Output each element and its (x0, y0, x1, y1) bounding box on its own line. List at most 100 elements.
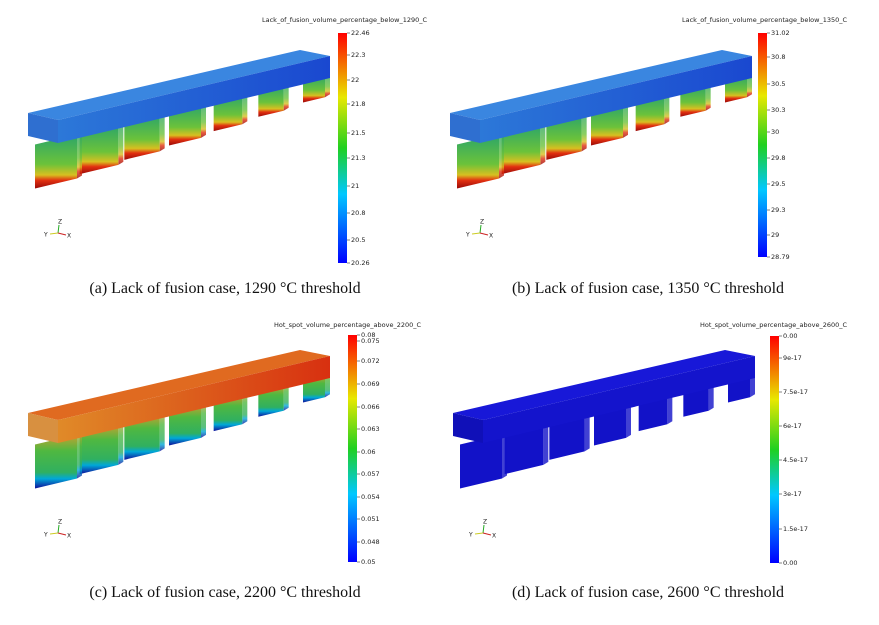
beam-front (58, 356, 330, 443)
leg-side (77, 132, 82, 179)
colorbar (338, 33, 347, 263)
leg-side (325, 73, 330, 98)
leg-side (502, 432, 507, 479)
axis-label: X (492, 533, 496, 540)
leg-side (159, 412, 165, 452)
leg-side (201, 102, 206, 138)
leg (594, 404, 626, 446)
caption: (b) Lack of fusion case, 1350 °C thresho… (512, 280, 784, 297)
colorbar-tick-label: 1.5e-17 (783, 525, 808, 533)
colorbar-tick-label: 20.26 (351, 259, 370, 267)
caption: (a) Lack of fusion case, 1290 °C thresho… (89, 280, 360, 297)
leg (35, 434, 77, 489)
axis-label: X (67, 533, 71, 540)
beam-end (28, 413, 58, 443)
colorbar-title: Hot_spot_volume_percentage_above_2200_C (274, 321, 422, 329)
colorbar-tick-label: 9e-17 (783, 354, 802, 362)
colorbar-tick-label: 22.46 (351, 29, 370, 37)
colorbar-tick-label: 0.075 (361, 337, 380, 345)
colorbar-tick-label: 20.8 (351, 209, 365, 217)
subfigure: Z Y X Lack_of_fusion_volume_percentage_belo… (450, 16, 848, 297)
colorbar-tick-label: 30.8 (771, 53, 785, 61)
leg-side (201, 402, 206, 438)
axis-label: X (67, 233, 71, 240)
colorbar-tick-label: 0.057 (361, 470, 380, 478)
leg-side (623, 102, 628, 138)
beam-end (450, 113, 480, 143)
colorbar-tick-label: 21.3 (351, 154, 365, 162)
axis-label: Y (43, 532, 48, 539)
colorbar-tick-label: 0.066 (361, 403, 380, 411)
beam-end (453, 413, 483, 443)
colorbar-tick-label: 0.06 (361, 448, 375, 456)
leg (546, 114, 582, 160)
axis-z (482, 524, 485, 534)
colorbar-tick-label: 30.3 (771, 106, 785, 114)
axis-label: Z (480, 219, 484, 226)
leg (79, 424, 119, 475)
leg-side (581, 112, 587, 152)
leg-side (242, 392, 248, 425)
subfigure: Z Y X Hot_spot_volume_percentage_above_2200… (28, 321, 422, 601)
leg (460, 434, 502, 489)
leg-side (499, 132, 504, 179)
colorbar-tick-label: 7.5e-17 (783, 388, 808, 396)
colorbar-tick-label: 30 (771, 128, 779, 136)
leg (504, 424, 544, 475)
colorbar-tick-label: 0.069 (361, 380, 380, 388)
axis-x (57, 532, 67, 536)
axis-z (479, 224, 482, 234)
axis-y (474, 532, 484, 535)
colorbar-tick-label: 22.3 (351, 51, 365, 59)
leg-side (118, 422, 124, 465)
axis-x (57, 232, 67, 236)
colorbar-title: Hot_spot_volume_percentage_above_2600_C (700, 321, 848, 329)
leg-side (159, 112, 165, 152)
colorbar-tick-label: 21.8 (351, 100, 365, 108)
axis-y (49, 232, 59, 235)
leg (457, 134, 499, 189)
colorbar (348, 335, 357, 562)
colorbar-tick-label: 4.5e-17 (783, 456, 808, 464)
beam-front (483, 356, 755, 443)
colorbar-tick-label: 29.5 (771, 180, 785, 188)
colorbar-tick-label: 0.051 (361, 515, 380, 523)
leg-side (664, 92, 670, 125)
leg-side (626, 402, 631, 438)
axis-label: X (489, 233, 493, 240)
leg (124, 414, 160, 460)
colorbar (758, 33, 767, 257)
beam-top (450, 50, 752, 120)
subfigure: Z Y X Lack_of_fusion_volume_percentage_belo… (28, 16, 428, 297)
axis-z (57, 524, 60, 534)
axis-label: Z (483, 519, 487, 526)
colorbar (770, 336, 779, 563)
colorbar-tick-label: 20.5 (351, 236, 365, 244)
leg-side (708, 383, 714, 411)
axis-label: Z (58, 219, 62, 226)
colorbar-tick-label: 0.048 (361, 538, 380, 546)
colorbar-title: Lack_of_fusion_volume_percentage_below_1… (682, 16, 848, 24)
caption: (c) Lack of fusion case, 2200 °C thresho… (89, 584, 360, 601)
leg-side (283, 83, 289, 111)
colorbar-tick-label: 30.5 (771, 80, 785, 88)
colorbar-tick-label: 21.5 (351, 129, 365, 137)
colorbar-tick-label: 29.8 (771, 154, 785, 162)
beam-top (28, 50, 330, 120)
colorbar-tick-label: 0.00 (783, 332, 797, 340)
beam-top (28, 350, 330, 420)
axis-x (482, 532, 492, 536)
leg (591, 104, 623, 146)
colorbar-tick-label: 3e-17 (783, 490, 802, 498)
leg (124, 114, 160, 160)
subfigure: Z Y X Hot_spot_volume_percentage_above_2600… (453, 321, 848, 601)
leg (501, 124, 541, 175)
axis-y (471, 232, 481, 235)
axis-y (49, 532, 59, 535)
beam-front (480, 56, 752, 143)
axis-label: Y (465, 232, 470, 239)
leg-side (584, 412, 590, 452)
leg-side (118, 122, 124, 165)
leg-side (705, 83, 711, 111)
